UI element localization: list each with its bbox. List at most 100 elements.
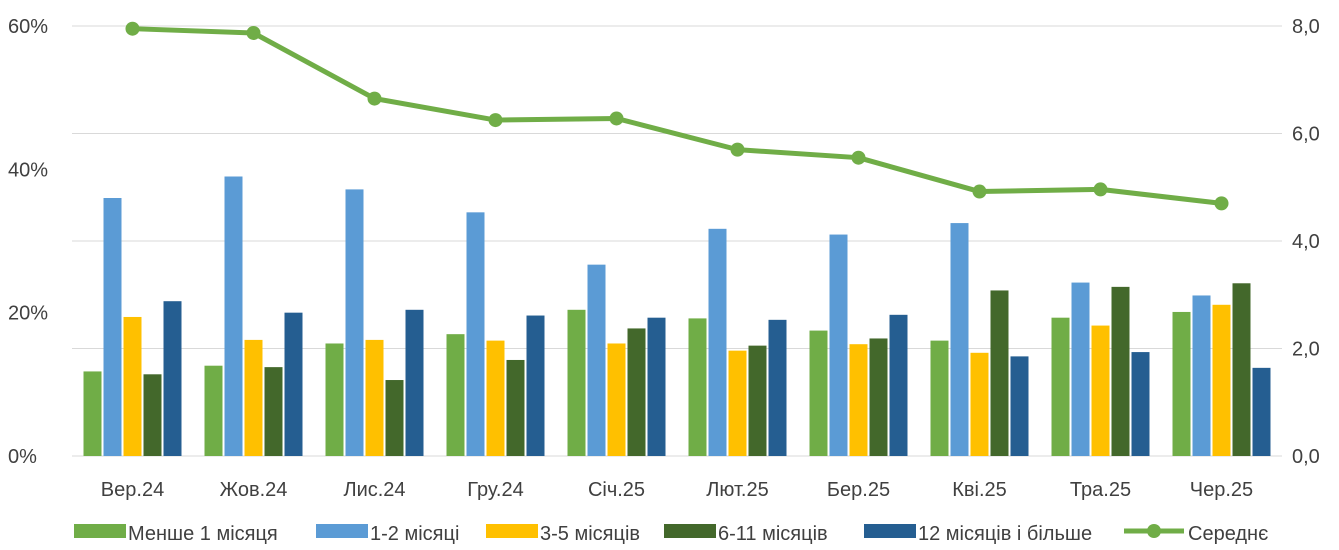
bar-5-9	[1131, 352, 1150, 456]
x-axis-tick-label: Січ.25	[588, 479, 645, 501]
average-line	[130, 26, 1224, 206]
bar-2-8	[950, 223, 969, 456]
bar-2-4	[466, 212, 485, 456]
legend-marker	[1147, 524, 1161, 538]
bar-4-5	[627, 328, 646, 456]
legend-swatch	[664, 524, 716, 538]
bar-2-9	[1071, 282, 1090, 456]
average-point-8	[972, 184, 987, 199]
legend-swatch	[486, 524, 538, 538]
bar-2-6	[708, 228, 727, 456]
bar-5-7	[889, 314, 908, 456]
legend-label: Середнє	[1188, 523, 1268, 545]
bar-5-4	[526, 315, 545, 456]
right-axis-tick-label: 8,0	[1292, 16, 1320, 38]
legend-swatch	[74, 524, 126, 538]
bar-4-2	[264, 367, 283, 456]
average-point-9	[1093, 182, 1108, 197]
bar-2-10	[1192, 295, 1211, 456]
x-axis-tick-label: Вер.24	[101, 479, 164, 501]
bar-5-3	[405, 309, 424, 456]
legend-item-6: Середнє	[1124, 523, 1268, 545]
legend: Менше 1 місяця 1-2 місяці 3-5 місяців 6-11 …	[74, 523, 1268, 545]
x-axis-tick-label: Жов.24	[220, 479, 288, 501]
bar-5-8	[1010, 356, 1029, 456]
x-axis-tick-label: Гру.24	[467, 479, 523, 501]
x-axis-tick-label: Тра.25	[1070, 479, 1131, 501]
bar-4-3	[385, 380, 404, 456]
bar-3-9	[1091, 325, 1110, 456]
left-axis-tick-label: 40%	[8, 159, 48, 181]
bar-1-10	[1172, 311, 1191, 456]
right-axis-tick-label: 0,0	[1292, 446, 1320, 468]
bar-4-7	[869, 338, 888, 456]
legend-label: 12 місяців і більше	[918, 523, 1092, 545]
right-axis: 0,0 2,0 4,0 6,0 8,0	[1292, 16, 1320, 468]
average-point-5	[609, 111, 624, 126]
average-point-4	[488, 113, 503, 128]
average-line-layer	[125, 21, 1229, 211]
bar-3-5	[607, 343, 626, 456]
bar-1-4	[446, 334, 465, 456]
bar-3-10	[1212, 304, 1231, 456]
legend-swatch	[864, 524, 916, 538]
x-axis-tick-label: Чер.25	[1190, 479, 1253, 501]
bar-1-8	[930, 340, 949, 456]
legend-swatch	[316, 524, 368, 538]
left-axis-tick-label: 60%	[8, 16, 48, 38]
average-point-2	[246, 25, 261, 40]
x-axis: Вер.24 Жов.24 Лис.24 Гру.24 Січ.25 Лют.25 Бер.…	[101, 479, 1253, 501]
bar-4-4	[506, 359, 525, 456]
bar-4-9	[1111, 286, 1130, 456]
bar-3-1	[123, 316, 142, 456]
legend-item-5: 12 місяців і більше	[864, 523, 1092, 545]
average-point-3	[367, 91, 382, 106]
bar-5-5	[647, 317, 666, 456]
bar-2-1	[103, 198, 122, 456]
bar-3-6	[728, 350, 747, 456]
legend-label: Менше 1 місяця	[128, 523, 278, 545]
bar-1-1	[83, 371, 102, 456]
average-point-1	[125, 21, 140, 36]
bar-3-8	[970, 352, 989, 456]
left-axis-tick-label: 0%	[8, 446, 37, 468]
legend-label: 3-5 місяців	[540, 523, 640, 545]
bar-1-7	[809, 330, 828, 456]
bar-1-9	[1051, 317, 1070, 456]
right-axis-tick-label: 4,0	[1292, 231, 1320, 253]
legend-item-1: Менше 1 місяця	[74, 523, 278, 545]
x-axis-tick-label: Кві.25	[952, 479, 1007, 501]
bar-1-3	[325, 343, 344, 456]
bar-5-6	[768, 319, 787, 456]
bar-1-2	[204, 365, 223, 456]
legend-label: 6-11 місяців	[718, 523, 828, 545]
right-axis-tick-label: 2,0	[1292, 339, 1320, 361]
bar-4-10	[1232, 283, 1251, 456]
x-axis-tick-label: Бер.25	[827, 479, 890, 501]
legend-item-4: 6-11 місяців	[664, 523, 828, 545]
bar-5-2	[284, 312, 303, 456]
bar-3-4	[486, 340, 505, 456]
right-axis-tick-label: 6,0	[1292, 124, 1320, 146]
x-axis-tick-label: Лис.24	[343, 479, 405, 501]
average-point-6	[730, 142, 745, 157]
bar-2-7	[829, 234, 848, 456]
legend-label: 1-2 місяці	[370, 523, 459, 545]
x-axis-tick-label: Лют.25	[706, 479, 768, 501]
bars	[83, 176, 1271, 456]
bar-5-1	[163, 301, 182, 456]
bar-4-8	[990, 290, 1009, 456]
bar-2-2	[224, 176, 243, 456]
average-point-7	[851, 150, 866, 165]
bar-3-3	[365, 339, 384, 456]
legend-item-2: 1-2 місяці	[316, 523, 459, 545]
bar-3-2	[244, 339, 263, 456]
left-axis-tick-label: 20%	[8, 303, 48, 325]
legend-item-3: 3-5 місяців	[486, 523, 640, 545]
bar-3-7	[849, 344, 868, 456]
left-axis: 0% 20% 40% 60%	[8, 16, 48, 468]
bar-2-3	[345, 189, 364, 456]
bar-1-5	[567, 309, 586, 456]
